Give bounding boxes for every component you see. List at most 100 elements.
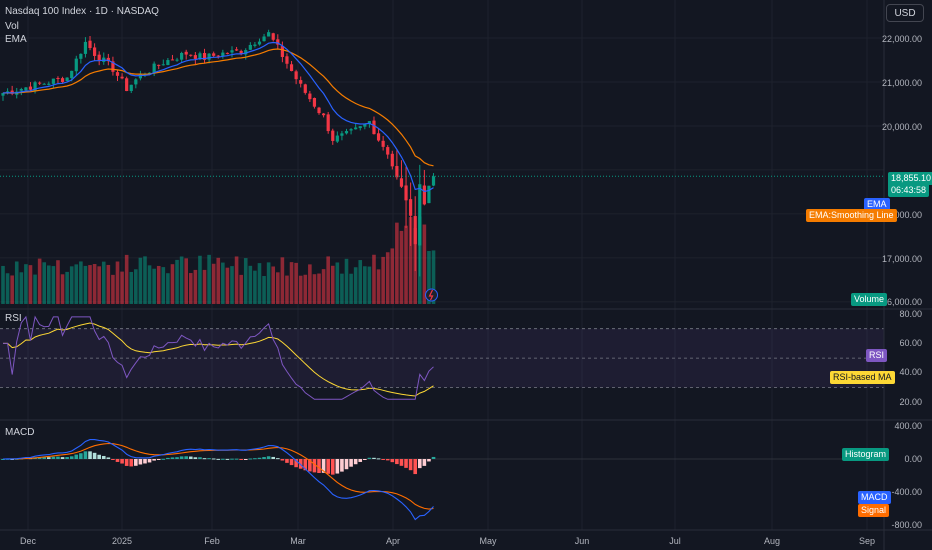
candle-body bbox=[422, 185, 426, 205]
volume-bar bbox=[5, 273, 10, 304]
candle-body bbox=[79, 53, 83, 59]
macd-histogram-bar bbox=[294, 459, 298, 468]
macd-histogram-bar bbox=[330, 459, 335, 475]
volume-bar bbox=[92, 264, 97, 304]
macd-tag: MACD bbox=[858, 491, 891, 504]
candle-body bbox=[234, 49, 239, 51]
volume-tag: Volume bbox=[851, 293, 888, 306]
macd-title[interactable]: MACD bbox=[5, 427, 35, 438]
volume-bar bbox=[381, 256, 385, 304]
macd-histogram-bar bbox=[216, 458, 221, 460]
volume-bar bbox=[143, 256, 147, 304]
candle-body bbox=[189, 54, 193, 56]
candle-body bbox=[312, 97, 317, 107]
candle-body bbox=[363, 123, 367, 127]
volume-bar bbox=[147, 265, 152, 304]
ema-smoothing-line bbox=[2, 48, 434, 167]
candle-body bbox=[65, 77, 69, 82]
candle-body bbox=[198, 53, 202, 60]
volume-bar bbox=[431, 250, 436, 304]
candle-body bbox=[74, 58, 78, 72]
candle-body bbox=[239, 50, 243, 55]
volume-bar bbox=[193, 269, 198, 304]
macd-histogram-bar bbox=[349, 459, 353, 467]
volume-bar bbox=[353, 267, 358, 304]
currency-button[interactable]: USD bbox=[886, 4, 924, 22]
candle-body bbox=[276, 39, 280, 45]
candle-body bbox=[70, 70, 74, 79]
volume-bar bbox=[294, 262, 298, 304]
candle-body bbox=[202, 52, 207, 60]
candle-body bbox=[24, 87, 28, 91]
volume-bar bbox=[19, 272, 24, 304]
volume-bar bbox=[115, 261, 120, 304]
macd-histogram-bar bbox=[225, 458, 230, 460]
volume-bar bbox=[385, 252, 390, 304]
macd-histogram-bar bbox=[138, 459, 143, 465]
macd-tick: -400.00 bbox=[891, 487, 922, 497]
macd-histogram-bar bbox=[51, 456, 56, 459]
candle-body bbox=[175, 59, 179, 61]
candle-body bbox=[51, 78, 55, 84]
volume-bar bbox=[427, 251, 431, 304]
macd-histogram-bar bbox=[115, 459, 120, 462]
price-tick: 17,000.00 bbox=[881, 254, 922, 264]
macd-histogram-bar bbox=[134, 459, 138, 466]
volume-bar bbox=[74, 264, 79, 304]
price-tick: 22,000.00 bbox=[881, 34, 922, 44]
macd-histogram-bar bbox=[175, 457, 179, 459]
volume-bar bbox=[216, 257, 221, 304]
volume-bar bbox=[308, 264, 312, 304]
volume-bar bbox=[330, 265, 335, 304]
volume-bar bbox=[326, 256, 330, 304]
macd-histogram-bar bbox=[340, 459, 344, 472]
rsi-tick: 80.00 bbox=[899, 309, 922, 319]
rsi-band bbox=[0, 328, 884, 388]
volume-bar bbox=[60, 274, 65, 304]
candle-body bbox=[253, 44, 257, 46]
macd-histogram-bar bbox=[408, 459, 413, 471]
candle-body bbox=[19, 89, 23, 91]
candle-body bbox=[42, 83, 46, 85]
volume-bar bbox=[101, 261, 106, 304]
volume-bar bbox=[10, 275, 14, 304]
ema-legend[interactable]: EMA bbox=[5, 34, 27, 45]
volume-bar bbox=[124, 254, 129, 304]
macd-histogram-bar bbox=[298, 459, 303, 469]
candle-body bbox=[111, 61, 115, 72]
candle-body bbox=[395, 166, 399, 178]
volume-bar bbox=[408, 217, 413, 304]
macd-histogram-bar bbox=[381, 459, 385, 460]
candle-body bbox=[244, 50, 248, 55]
ema-line bbox=[2, 41, 434, 193]
macd-histogram-bar bbox=[335, 459, 340, 474]
volume-bar bbox=[349, 273, 353, 304]
candle-body bbox=[221, 52, 225, 56]
vol-legend[interactable]: Vol bbox=[5, 21, 19, 32]
candle-body bbox=[28, 86, 33, 90]
candle-body bbox=[212, 53, 216, 56]
macd-histogram-bar bbox=[385, 459, 390, 461]
symbol-title[interactable]: Nasdaq 100 Index · 1D · NASDAQ bbox=[5, 6, 159, 17]
volume-bar bbox=[24, 264, 28, 304]
macd-histogram-bar bbox=[399, 459, 404, 466]
candle-body bbox=[60, 78, 65, 83]
volume-bar bbox=[422, 224, 427, 304]
macd-histogram-bar bbox=[198, 457, 202, 459]
macd-histogram-bar bbox=[111, 459, 115, 460]
volume-bar bbox=[358, 260, 363, 304]
rsi-title[interactable]: RSI bbox=[5, 313, 22, 324]
candle-body bbox=[326, 114, 330, 132]
volume-bar bbox=[134, 269, 138, 304]
signal-line bbox=[3, 442, 434, 510]
time-label: Feb bbox=[204, 536, 220, 546]
macd-histogram-bar bbox=[257, 457, 262, 459]
candle-body bbox=[285, 56, 289, 64]
volume-bar bbox=[243, 258, 248, 304]
volume-bar bbox=[120, 271, 124, 304]
ema-tag: EMA bbox=[864, 198, 890, 211]
candle-body bbox=[331, 130, 335, 141]
time-label: 2025 bbox=[111, 536, 133, 546]
macd-histogram-bar bbox=[280, 459, 285, 461]
